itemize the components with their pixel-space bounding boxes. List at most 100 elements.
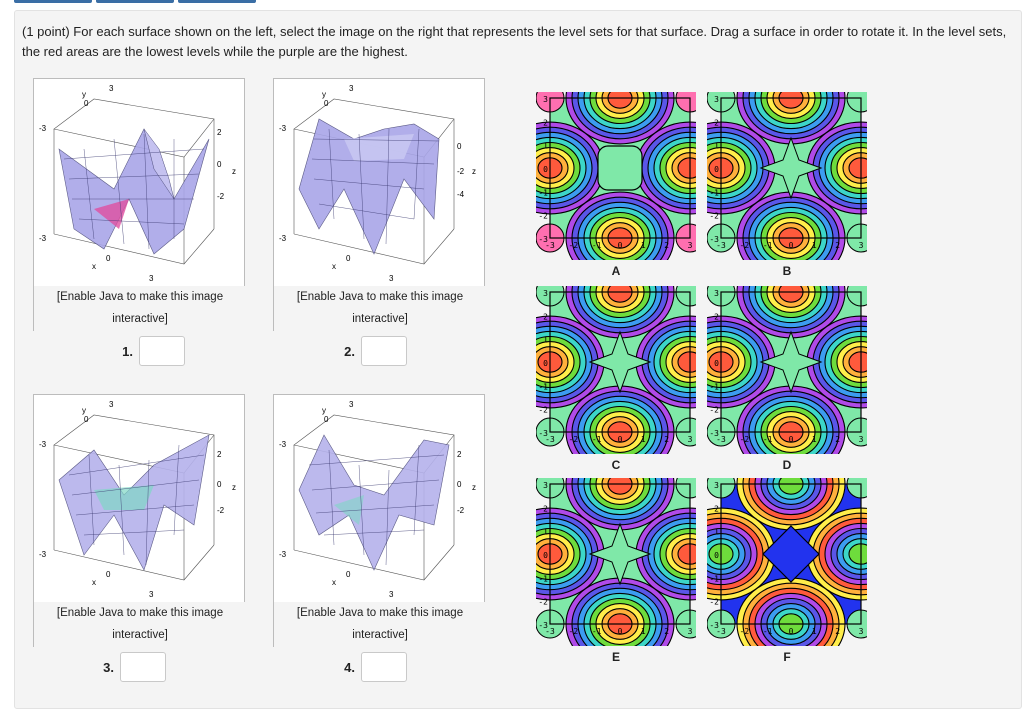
y-tick-label: -3 <box>709 429 719 438</box>
level-set-b: 3 2 1 0 -1 -2 -3 -3 -2 -1 0 1 2 3 B <box>707 92 867 278</box>
level-set-a: 3 2 1 0 -1 -2 -3 -3 -2 -1 0 1 2 3 A <box>536 92 696 278</box>
x-tick-label: 3 <box>859 627 864 636</box>
x-tick-label: -2 <box>569 435 579 444</box>
surface-plot-2[interactable]: y 0 3 -3 0 -2 -4 z -3 0 x 3 [Enable Java… <box>273 78 486 332</box>
x-tick-label: -1 <box>592 435 602 444</box>
level-set-d-plot: 3 2 1 0 -1 -2 -3-3 -2 -1 0 1 2 3 <box>707 286 867 454</box>
x-tick-label: 0 <box>618 241 623 250</box>
answer-row-1: 1. <box>33 336 245 370</box>
surface-3-caption-2: interactive] <box>34 624 246 648</box>
surface-2[interactable]: y 0 3 -3 0 -2 -4 z -3 0 x 3 [Enable Java… <box>273 78 486 332</box>
surface-2-left-neg3: -3 <box>279 124 287 133</box>
y-tick-label: -3 <box>538 621 548 630</box>
surface-2-z-tick-3: -4 <box>457 190 465 199</box>
surface-3-x-label: x <box>92 578 96 587</box>
y-tick-label: 2 <box>714 312 719 321</box>
surface-3-x0: 0 <box>106 570 111 579</box>
y-tick-label: 0 <box>714 551 719 560</box>
answer-row-2: 2. <box>255 336 467 370</box>
answer-input-2[interactable] <box>361 336 407 366</box>
surface-1-z-tick-1: 2 <box>217 128 222 137</box>
answer-input-3[interactable] <box>120 652 166 682</box>
surface-plot-1[interactable]: y 0 3 -3 2 0 -2 z -3 0 x 3 [Enable Java … <box>33 78 246 332</box>
level-set-e: 3 2 1 0 -1 -2 -3 -3 -2 -1 0 1 2 3 E <box>536 478 696 664</box>
level-set-d-label: D <box>782 458 792 472</box>
x-tick-label: 0 <box>789 627 794 636</box>
x-tick-label: 3 <box>859 435 864 444</box>
surface-4-caption: [Enable Java to make this image <box>274 602 486 624</box>
x-tick-label: 1 <box>812 435 817 444</box>
surface-4-x-label: x <box>332 578 336 587</box>
surface-1-x0: 0 <box>106 254 111 263</box>
y-tick-label: 2 <box>543 312 548 321</box>
y-tick-label: -2 <box>538 598 548 607</box>
surface-3-y0: 0 <box>84 415 89 424</box>
answer-input-4[interactable] <box>361 652 407 682</box>
surface-4-left-neg3: -3 <box>279 440 287 449</box>
surface-4-y0: 0 <box>324 415 329 424</box>
answer-number-4: 4. <box>344 660 355 675</box>
y-tick-label: -3 <box>709 621 719 630</box>
x-tick-label: -2 <box>740 435 750 444</box>
answer-number-3: 3. <box>103 660 114 675</box>
answer-input-1[interactable] <box>139 336 185 366</box>
surface-4-top3: 3 <box>349 400 354 409</box>
x-tick-label: 1 <box>641 627 646 636</box>
surface-4-y-label: y <box>322 406 326 415</box>
surface-3-bottom-neg3: -3 <box>39 550 47 559</box>
y-tick-label: 2 <box>714 504 719 513</box>
x-tick-label: 1 <box>641 241 646 250</box>
x-tick-label: -1 <box>592 627 602 636</box>
y-tick-label: 1 <box>543 336 548 345</box>
x-tick-label: 3 <box>688 627 693 636</box>
x-tick-label: 3 <box>688 435 693 444</box>
surface-2-bottom-neg3: -3 <box>279 234 287 243</box>
x-tick-label: -1 <box>592 241 602 250</box>
y-tick-label: 3 <box>714 289 719 298</box>
x-tick-label: 0 <box>789 241 794 250</box>
level-set-a-label: A <box>611 264 621 278</box>
surface-1-top3: 3 <box>109 84 114 93</box>
y-tick-label: -1 <box>709 382 719 391</box>
x-tick-label: 2 <box>835 435 840 444</box>
level-set-c: 3 2 1 0 -1 -2 -3 -3 -2 -1 0 1 2 3 C <box>536 286 696 472</box>
level-set-b-label: B <box>782 264 792 278</box>
surface-3-top3: 3 <box>109 400 114 409</box>
surface-3-y-label: y <box>82 406 86 415</box>
surface-4[interactable]: y 0 3 -3 2 0 -2 z -3 0 x 3 [Enable Java … <box>273 394 486 648</box>
surface-3-z-tick-1: 2 <box>217 450 222 459</box>
level-set-d: 3 2 1 0 -1 -2 -3 -3 -2 -1 0 1 2 3 D <box>707 286 867 472</box>
y-tick-label: -1 <box>538 382 548 391</box>
answer-number-2: 2. <box>344 344 355 359</box>
surface-1-x3: 3 <box>149 274 154 283</box>
surface-3[interactable]: y 0 3 -3 2 0 -2 z -3 0 x 3 [Enable Java … <box>33 394 246 648</box>
surface-2-x0: 0 <box>346 254 351 263</box>
surface-2-graphic[interactable]: y 0 3 -3 0 -2 -4 z -3 0 x 3 <box>274 79 486 286</box>
surface-3-graphic[interactable]: y 0 3 -3 2 0 -2 z -3 0 x 3 <box>34 395 246 602</box>
y-tick-label: -1 <box>709 574 719 583</box>
surface-2-caption: [Enable Java to make this image <box>274 286 486 308</box>
surface-1[interactable]: y 0 3 -3 2 0 -2 z -3 0 x 3 [Enable Java … <box>33 78 246 332</box>
top-tab-strip <box>0 0 260 4</box>
y-tick-label: 0 <box>714 165 719 174</box>
x-tick-label: -2 <box>740 627 750 636</box>
surface-4-graphic[interactable]: y 0 3 -3 2 0 -2 z -3 0 x 3 <box>274 395 486 602</box>
y-tick-label: 1 <box>714 142 719 151</box>
surface-1-graphic[interactable]: y 0 3 -3 2 0 -2 z -3 0 x 3 <box>34 79 246 286</box>
surface-1-caption-2: interactive] <box>34 308 246 332</box>
y-tick-label: 1 <box>543 528 548 537</box>
surface-4-caption-2: interactive] <box>274 624 486 648</box>
x-tick-label: -3 <box>545 627 555 636</box>
y-tick-label: 2 <box>543 504 548 513</box>
x-tick-label: 3 <box>688 241 693 250</box>
y-tick-label: 3 <box>714 95 719 104</box>
surface-2-y0: 0 <box>324 99 329 108</box>
surface-plot-4[interactable]: y 0 3 -3 2 0 -2 z -3 0 x 3 [Enable Java … <box>273 394 486 648</box>
y-tick-label: 1 <box>714 336 719 345</box>
y-tick-label: -2 <box>538 406 548 415</box>
surface-2-z-tick-1: 0 <box>457 142 462 151</box>
surface-4-x0: 0 <box>346 570 351 579</box>
surface-plot-3[interactable]: y 0 3 -3 2 0 -2 z -3 0 x 3 [Enable Java … <box>33 394 246 648</box>
surface-2-caption-2: interactive] <box>274 308 486 332</box>
x-tick-label: -2 <box>569 627 579 636</box>
